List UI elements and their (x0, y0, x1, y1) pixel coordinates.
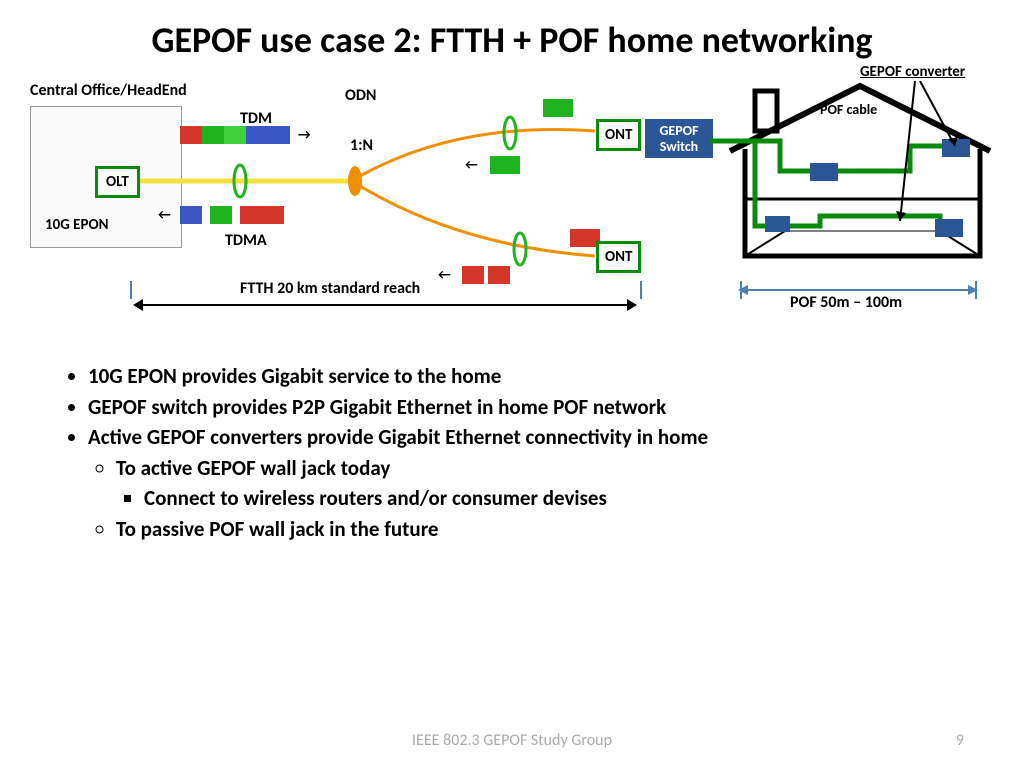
label-central-office: Central Office/HeadEnd (30, 81, 187, 100)
bullet-item: Active GEPOF converters provide Gigabit … (88, 422, 964, 544)
olt-box: OLT (95, 166, 140, 198)
odn-lines (140, 101, 660, 291)
bullet-item: GEPOF switch provides P2P Gigabit Ethern… (88, 392, 964, 422)
ont-box-1: ONT (596, 119, 641, 151)
label-pof-reach: POF 50m – 100m (790, 293, 902, 312)
ftth-dimension (135, 304, 635, 306)
bullet-item: Connect to wireless routers and/or consu… (144, 483, 964, 513)
footer-text: IEEE 802.3 GEPOF Study Group (0, 731, 1024, 750)
network-diagram: Central Office/HeadEnd OLT 10G EPON TDM … (0, 71, 1024, 351)
label-epon: 10G EPON (45, 216, 108, 234)
label-pof-cable: POF cable (820, 101, 877, 118)
switch-line2: Switch (660, 138, 698, 155)
converter-arrow (860, 81, 980, 231)
label-converter: GEPOF converter (860, 63, 965, 81)
ont-box-2: ONT (596, 241, 641, 273)
bullet-item: To passive POF wall jack in the future (116, 514, 964, 544)
label-ftth-reach: FTTH 20 km standard reach (240, 279, 420, 298)
gepof-switch: GEPOF Switch (645, 119, 713, 158)
seg (543, 99, 573, 117)
arrow-left-icon: ← (465, 156, 478, 173)
page-number: 9 (956, 731, 964, 750)
seg (490, 156, 520, 174)
seg (488, 266, 510, 284)
seg (462, 266, 484, 284)
arrow-left-icon: ← (438, 266, 451, 283)
bullet-item: To active GEPOF wall jack today Connect … (116, 453, 964, 514)
slide-title: GEPOF use case 2: FTTH + POF home networ… (0, 0, 1024, 71)
bullet-list: 10G EPON provides Gigabit service to the… (0, 351, 1024, 544)
bullet-item: 10G EPON provides Gigabit service to the… (88, 361, 964, 391)
